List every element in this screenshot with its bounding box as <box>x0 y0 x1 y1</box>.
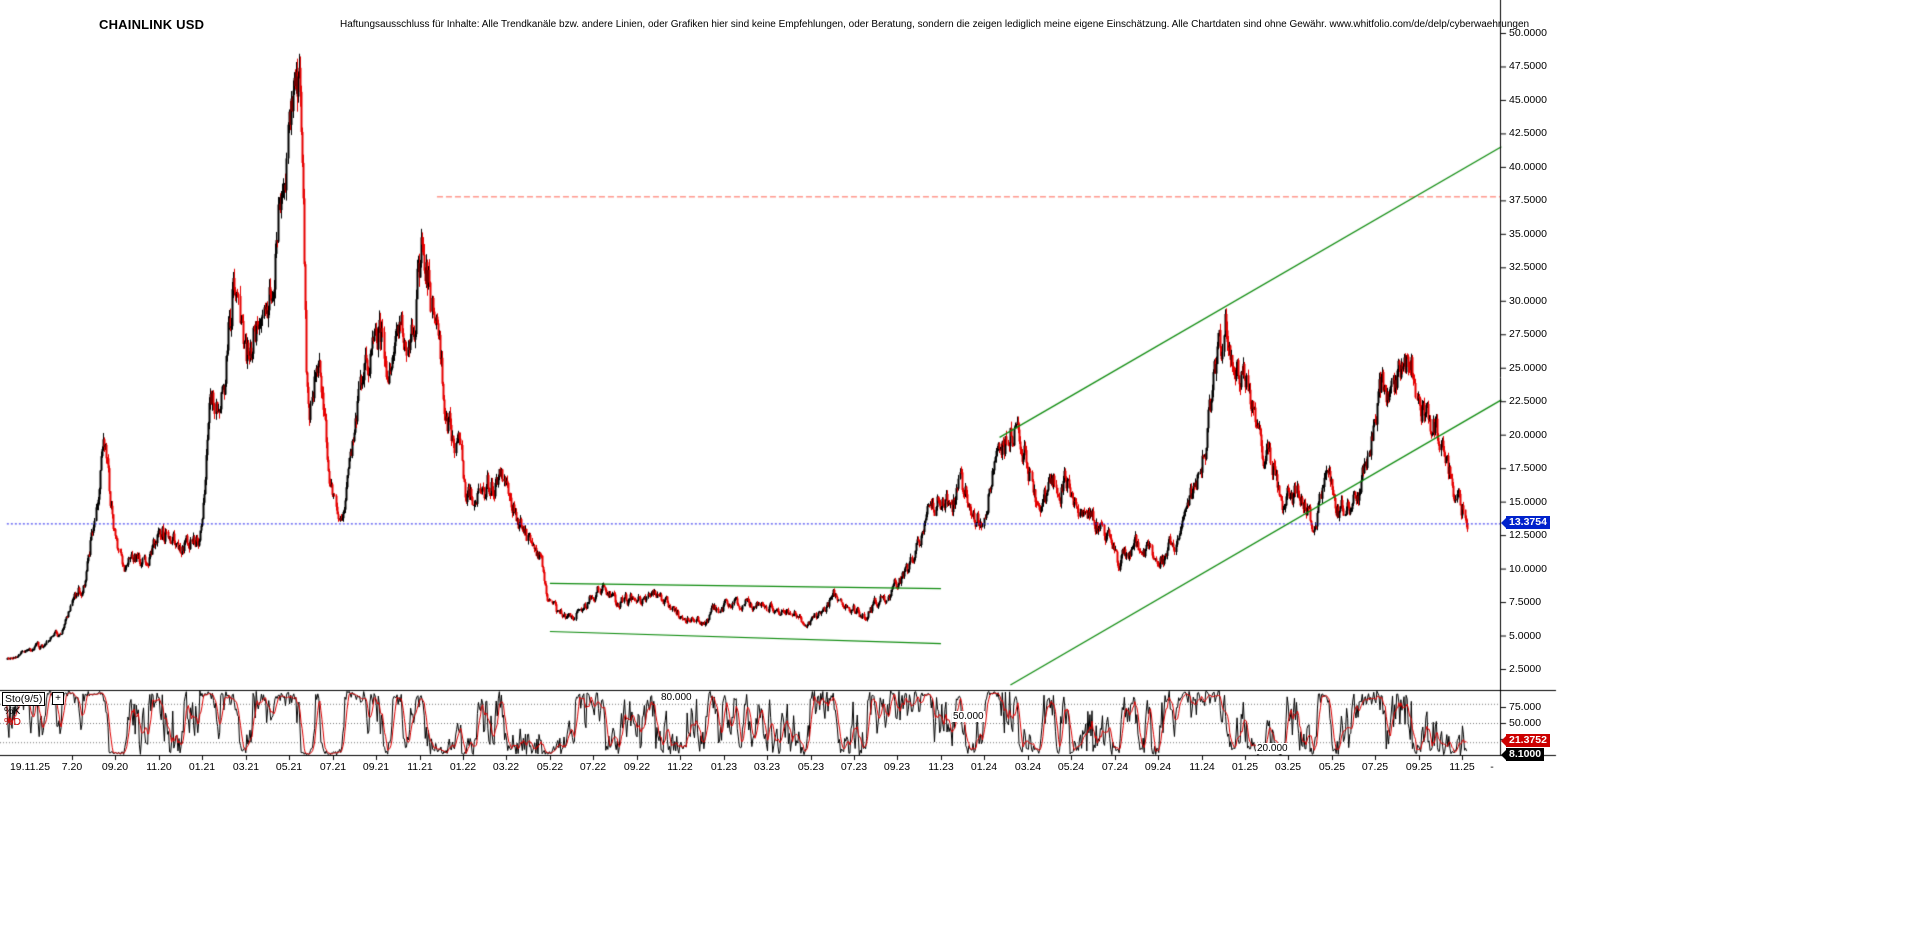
price-axis-label: 7.5000 <box>1509 596 1542 608</box>
date-axis-label: 05.24 <box>1057 761 1085 773</box>
date-axis-label: 07.22 <box>579 761 607 773</box>
price-axis-label: 22.5000 <box>1509 395 1547 407</box>
price-axis-label: 42.5000 <box>1509 127 1547 139</box>
date-axis-label: 11.25 <box>1449 761 1475 773</box>
price-axis-label: 10.0000 <box>1509 563 1547 575</box>
date-axis-label: 07.23 <box>840 761 868 773</box>
price-axis-label: 30.0000 <box>1509 295 1547 307</box>
price-axis-label: 17.5000 <box>1509 462 1547 474</box>
stochastic-k-value-tag: 8.1000 <box>1500 748 1545 761</box>
percent-k-label: %K <box>4 705 21 717</box>
date-axis-label: 09.21 <box>362 761 390 773</box>
date-axis-label: 07.24 <box>1101 761 1129 773</box>
date-axis-label: 05.23 <box>797 761 825 773</box>
stochastic-d-value-tag: 21.3752 <box>1501 734 1550 747</box>
disclaimer-text: Haftungsausschluss für Inhalte: Alle Tre… <box>340 19 1530 30</box>
date-axis-label: 11.23 <box>928 761 954 773</box>
date-axis-label: 01.23 <box>710 761 738 773</box>
indicator-name-box[interactable]: Sto(9/5) <box>2 692 46 706</box>
price-axis-label: 20.0000 <box>1509 429 1547 441</box>
price-axis-label: 35.0000 <box>1509 228 1547 240</box>
stochastic-level-label: 50.000 <box>952 711 985 722</box>
date-axis-label: 01.21 <box>188 761 216 773</box>
date-axis-label: 09.20 <box>101 761 129 773</box>
current-price-tag: 13.3754 <box>1501 516 1550 529</box>
date-axis-label: 03.25 <box>1274 761 1302 773</box>
date-axis-label: 11.20 <box>146 761 172 773</box>
price-axis-label: 12.5000 <box>1509 529 1547 541</box>
date-axis-label: 09.22 <box>623 761 651 773</box>
date-axis-label: 03.24 <box>1014 761 1042 773</box>
date-axis-label: 03.23 <box>753 761 781 773</box>
price-axis-label: 27.5000 <box>1509 328 1547 340</box>
price-axis-label: 50.0000 <box>1509 27 1547 39</box>
date-axis-label: 11.21 <box>407 761 433 773</box>
stochastic-level-label: 20.000 <box>1256 743 1289 754</box>
percent-d-label: %D <box>4 716 21 728</box>
indicator-expand-button[interactable]: + <box>52 692 64 705</box>
date-axis-label: 03.21 <box>232 761 260 773</box>
price-axis-label: 15.0000 <box>1509 496 1547 508</box>
date-axis-label: 01.22 <box>449 761 477 773</box>
date-axis-label: 01.25 <box>1231 761 1259 773</box>
date-axis-label: 11.22 <box>667 761 693 773</box>
date-axis-label: 05.22 <box>536 761 564 773</box>
price-axis-label: 37.5000 <box>1509 194 1547 206</box>
stochastic-axis-label: 75.000 <box>1509 701 1542 713</box>
chart-title: CHAINLINK USD <box>99 17 205 32</box>
price-axis-label: 25.0000 <box>1509 362 1547 374</box>
date-axis-label: 07.21 <box>319 761 347 773</box>
date-axis-label: 09.25 <box>1405 761 1433 773</box>
date-axis-label: 11.24 <box>1189 761 1215 773</box>
price-axis-label: 40.0000 <box>1509 161 1547 173</box>
date-axis-label: 03.22 <box>492 761 520 773</box>
date-axis-label: 05.25 <box>1318 761 1346 773</box>
date-axis-label: - <box>1490 761 1494 773</box>
price-axis-label: 2.5000 <box>1509 663 1542 675</box>
date-axis-label: 7.20 <box>61 761 83 773</box>
date-axis-label: 01.24 <box>970 761 998 773</box>
date-axis-label: 07.25 <box>1361 761 1389 773</box>
date-axis-label: 05.21 <box>275 761 303 773</box>
price-axis-label: 5.0000 <box>1509 630 1542 642</box>
stochastic-axis-label: 50.000 <box>1509 717 1542 729</box>
price-axis-label: 47.5000 <box>1509 60 1547 72</box>
date-axis-label: 09.24 <box>1144 761 1172 773</box>
date-axis-label: 09.23 <box>883 761 911 773</box>
price-axis-label: 45.0000 <box>1509 94 1547 106</box>
price-axis-label: 32.5000 <box>1509 261 1547 273</box>
date-axis-label: 19.11.25 <box>9 761 51 773</box>
stochastic-level-label: 80.000 <box>660 692 693 703</box>
